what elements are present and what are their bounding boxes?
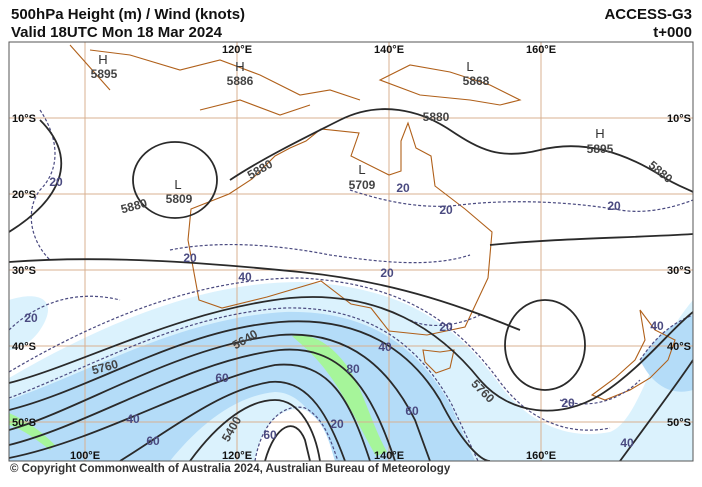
center-type: L xyxy=(174,177,181,192)
lat-label: 30°S xyxy=(667,265,691,277)
wind-label: 40 xyxy=(650,319,664,333)
wind-label: 20 xyxy=(380,266,394,280)
wind-shade-40-nz xyxy=(640,315,693,392)
wind-label: 80 xyxy=(346,362,360,376)
valid-time: Valid 18UTC Mon 18 Mar 2024 xyxy=(11,24,222,41)
height-label: 5760 xyxy=(90,357,120,378)
center-value: 5886 xyxy=(227,74,254,88)
lat-label: 20°S xyxy=(12,189,36,201)
new-guinea-coast xyxy=(378,64,522,106)
wind-label: 40 xyxy=(378,340,392,354)
height-label: 5880 xyxy=(119,196,149,217)
wind-label: 40 xyxy=(620,436,634,450)
wind-label: 40 xyxy=(238,270,252,284)
graticule xyxy=(9,42,693,461)
coastlines xyxy=(69,44,676,401)
lon-label: 140°E xyxy=(374,44,404,56)
chart-title: 500hPa Height (m) / Wind (knots) xyxy=(11,6,246,23)
lon-label: 100°E xyxy=(70,450,100,462)
lat-label: 10°S xyxy=(12,113,36,125)
lead-time: t+000 xyxy=(653,24,692,41)
height-label: 5880 xyxy=(423,110,450,124)
wind-shade-80 xyxy=(292,335,387,456)
lon-label: 160°E xyxy=(526,450,556,462)
lat-label: 50°S xyxy=(12,417,36,429)
wind-contours xyxy=(9,109,693,461)
wind-label: 40 xyxy=(126,412,140,426)
wind-label: 60 xyxy=(215,371,229,385)
wind-label: 20 xyxy=(49,175,63,189)
lat-label: 40°S xyxy=(12,341,36,353)
center-type: L xyxy=(466,59,473,74)
wind-label: 20 xyxy=(330,417,344,431)
wind-label: 20 xyxy=(396,181,410,195)
wind-label: 60 xyxy=(263,428,277,442)
center-type: H xyxy=(595,126,604,141)
wind-shade-20-west xyxy=(9,296,49,350)
height-contours xyxy=(9,108,693,461)
center-value: 5895 xyxy=(587,142,614,156)
lon-label: 120°E xyxy=(222,44,252,56)
wind-label: 60 xyxy=(146,434,160,448)
wind-label: 20 xyxy=(24,311,38,325)
map-frame xyxy=(8,41,694,462)
lon-label: 120°E xyxy=(222,450,252,462)
lat-label: 10°S xyxy=(667,113,691,125)
wind-label: 20 xyxy=(439,320,453,334)
wind-label: 20 xyxy=(607,199,621,213)
center-type: H xyxy=(235,59,244,74)
lat-label: 50°S xyxy=(667,417,691,429)
center-type: H xyxy=(98,52,107,67)
wind-label: 20 xyxy=(561,396,575,410)
center-value: 5895 xyxy=(91,67,118,81)
lat-label: 40°S xyxy=(667,341,691,353)
wind-label: 20 xyxy=(439,203,453,217)
center-value: 5809 xyxy=(166,192,193,206)
center-value: 5709 xyxy=(349,178,376,192)
lon-label: 140°E xyxy=(374,450,404,462)
new-zealand-coast xyxy=(590,309,676,401)
lat-label: 30°S xyxy=(12,265,36,277)
australia-coast xyxy=(187,121,493,336)
wind-label: 20 xyxy=(183,251,197,265)
indonesia-coast xyxy=(69,44,361,116)
center-value: 5868 xyxy=(463,74,490,88)
center-type: L xyxy=(358,162,365,177)
lon-label: 160°E xyxy=(526,44,556,56)
wind-label: 60 xyxy=(405,404,419,418)
tasmania-coast xyxy=(422,349,455,374)
model-name: ACCESS-G3 xyxy=(604,6,692,23)
copyright: © Copyright Commonwealth of Australia 20… xyxy=(10,463,451,475)
